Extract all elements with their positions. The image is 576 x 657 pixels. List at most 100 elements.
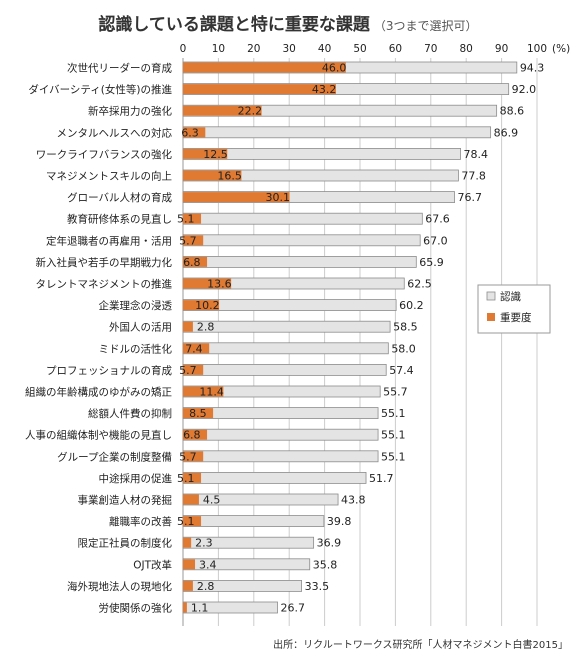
x-tick-label: 20 bbox=[247, 43, 260, 55]
source-note: 出所：リクルートワークス研究所「人材マネジメント白書2015」 bbox=[273, 640, 568, 651]
bar-recognition bbox=[182, 515, 325, 527]
value-label-recognition: 55.1 bbox=[381, 429, 406, 442]
bar-importance bbox=[183, 278, 232, 289]
value-label-importance: 16.5 bbox=[217, 170, 242, 183]
bar-importance bbox=[183, 451, 204, 462]
value-label-recognition: 65.9 bbox=[419, 256, 444, 269]
bar-importance bbox=[183, 494, 199, 505]
bar-importance bbox=[183, 364, 204, 375]
category-label: ワークライフバランスの強化 bbox=[36, 148, 173, 161]
value-label-importance: 5.1 bbox=[177, 515, 195, 528]
value-label-recognition: 33.5 bbox=[305, 580, 330, 593]
bar-importance bbox=[183, 472, 202, 483]
value-label-importance: 2.3 bbox=[195, 537, 213, 550]
bar-importance bbox=[183, 127, 206, 138]
category-label: メンタルヘルスへの対応 bbox=[57, 126, 173, 139]
x-tick-label: 30 bbox=[283, 43, 296, 55]
bar-importance bbox=[183, 602, 187, 613]
value-label-importance: 4.5 bbox=[203, 494, 221, 507]
value-label-importance: 5.1 bbox=[177, 472, 195, 485]
category-label: ミドルの活性化 bbox=[99, 342, 173, 355]
bar-importance bbox=[183, 386, 224, 397]
legend-swatch-recognition bbox=[486, 291, 496, 301]
value-label-importance: 5.1 bbox=[177, 213, 195, 226]
bar-recognition bbox=[182, 428, 379, 441]
value-label-importance: 13.6 bbox=[207, 278, 232, 291]
bar-importance bbox=[183, 84, 336, 95]
value-label-recognition: 88.6 bbox=[500, 105, 525, 118]
category-label: 組織の年齢構成のゆがみの矯正 bbox=[25, 386, 172, 399]
x-tick-label: 100 bbox=[527, 43, 547, 55]
value-label-recognition: 94.3 bbox=[520, 62, 545, 75]
bar-importance bbox=[183, 343, 210, 354]
x-tick-label: 60 bbox=[389, 43, 402, 55]
value-label-importance: 11.4 bbox=[199, 386, 224, 399]
value-label-recognition: 39.8 bbox=[327, 515, 352, 528]
x-tick-label: 0 bbox=[180, 43, 187, 55]
category-label: プロフェッショナルの育成 bbox=[46, 364, 172, 377]
legend-swatch-importance bbox=[487, 313, 495, 321]
legend-label-importance: 重要度 bbox=[500, 311, 532, 324]
bar-recognition bbox=[182, 255, 417, 268]
bar-importance bbox=[183, 429, 208, 440]
x-tick-label: 50 bbox=[353, 43, 366, 55]
x-tick-label: 90 bbox=[495, 43, 508, 55]
bar-recognition bbox=[182, 234, 421, 247]
category-label: 企業理念の浸透 bbox=[99, 299, 173, 312]
bar-recognition bbox=[182, 471, 367, 484]
bar-importance bbox=[183, 559, 196, 570]
value-label-recognition: 77.8 bbox=[461, 170, 486, 183]
value-label-importance: 43.2 bbox=[312, 83, 337, 96]
x-tick-label: 70 bbox=[424, 43, 437, 55]
chart-title: 認識している課題と特に重要な課題 （3つまで選択可） bbox=[0, 10, 576, 35]
category-label: 教育研修体系の見直し bbox=[67, 213, 172, 226]
x-tick-label: 40 bbox=[318, 43, 331, 55]
value-label-recognition: 76.7 bbox=[458, 191, 483, 204]
bar-importance bbox=[183, 192, 290, 203]
category-label: ダイバーシティ(女性等)の推進 bbox=[28, 83, 172, 96]
bar-importance bbox=[183, 235, 204, 246]
value-label-importance: 7.4 bbox=[185, 342, 203, 355]
x-unit-label: (%) bbox=[552, 43, 570, 55]
category-label: 海外現地法人の現地化 bbox=[67, 580, 172, 593]
value-label-recognition: 26.7 bbox=[281, 602, 306, 615]
category-label: 新卒採用力の強化 bbox=[88, 105, 172, 118]
value-label-importance: 6.3 bbox=[181, 126, 199, 139]
bar-importance bbox=[183, 105, 262, 116]
bar-recognition bbox=[182, 450, 379, 463]
value-label-importance: 46.0 bbox=[322, 62, 347, 75]
category-label: 定年退職者の再雇用・活用 bbox=[46, 234, 172, 247]
value-label-recognition: 35.8 bbox=[313, 558, 338, 571]
value-label-importance: 2.8 bbox=[197, 321, 215, 334]
bar-importance bbox=[183, 148, 228, 159]
value-label-importance: 10.2 bbox=[195, 299, 220, 312]
bar-importance bbox=[183, 62, 346, 73]
category-label: 人事の組織体制や機能の見直し bbox=[25, 429, 172, 442]
bar-importance bbox=[183, 170, 242, 181]
value-label-recognition: 67.6 bbox=[425, 213, 450, 226]
category-label: 総額人件費の抑制 bbox=[88, 407, 172, 420]
value-label-recognition: 58.5 bbox=[393, 321, 418, 334]
value-label-importance: 1.1 bbox=[191, 602, 209, 615]
value-label-recognition: 92.0 bbox=[512, 83, 537, 96]
category-label: 事業創造人材の発掘 bbox=[78, 494, 173, 507]
value-label-recognition: 55.1 bbox=[381, 450, 406, 463]
bar-importance bbox=[183, 408, 214, 419]
legend-label-recognition: 認識 bbox=[500, 290, 521, 303]
value-label-importance: 6.8 bbox=[183, 429, 201, 442]
value-label-importance: 12.5 bbox=[203, 148, 228, 161]
value-label-recognition: 60.2 bbox=[399, 299, 424, 312]
category-label: タレントマネジメントの推進 bbox=[36, 278, 173, 291]
value-label-recognition: 36.9 bbox=[317, 537, 342, 550]
chart-subtitle: （3つまで選択可） bbox=[373, 19, 478, 33]
bar-importance bbox=[183, 213, 202, 224]
bar-importance bbox=[183, 256, 208, 267]
chart-title-main: 認識している課題と特に重要な課題 bbox=[98, 15, 370, 35]
value-label-recognition: 67.0 bbox=[423, 234, 448, 247]
category-label: 離職率の改善 bbox=[109, 515, 172, 528]
value-label-recognition: 57.4 bbox=[389, 364, 414, 377]
value-label-recognition: 62.5 bbox=[407, 278, 432, 291]
category-label: 限定正社員の制度化 bbox=[78, 537, 173, 550]
value-label-recognition: 78.4 bbox=[464, 148, 489, 161]
